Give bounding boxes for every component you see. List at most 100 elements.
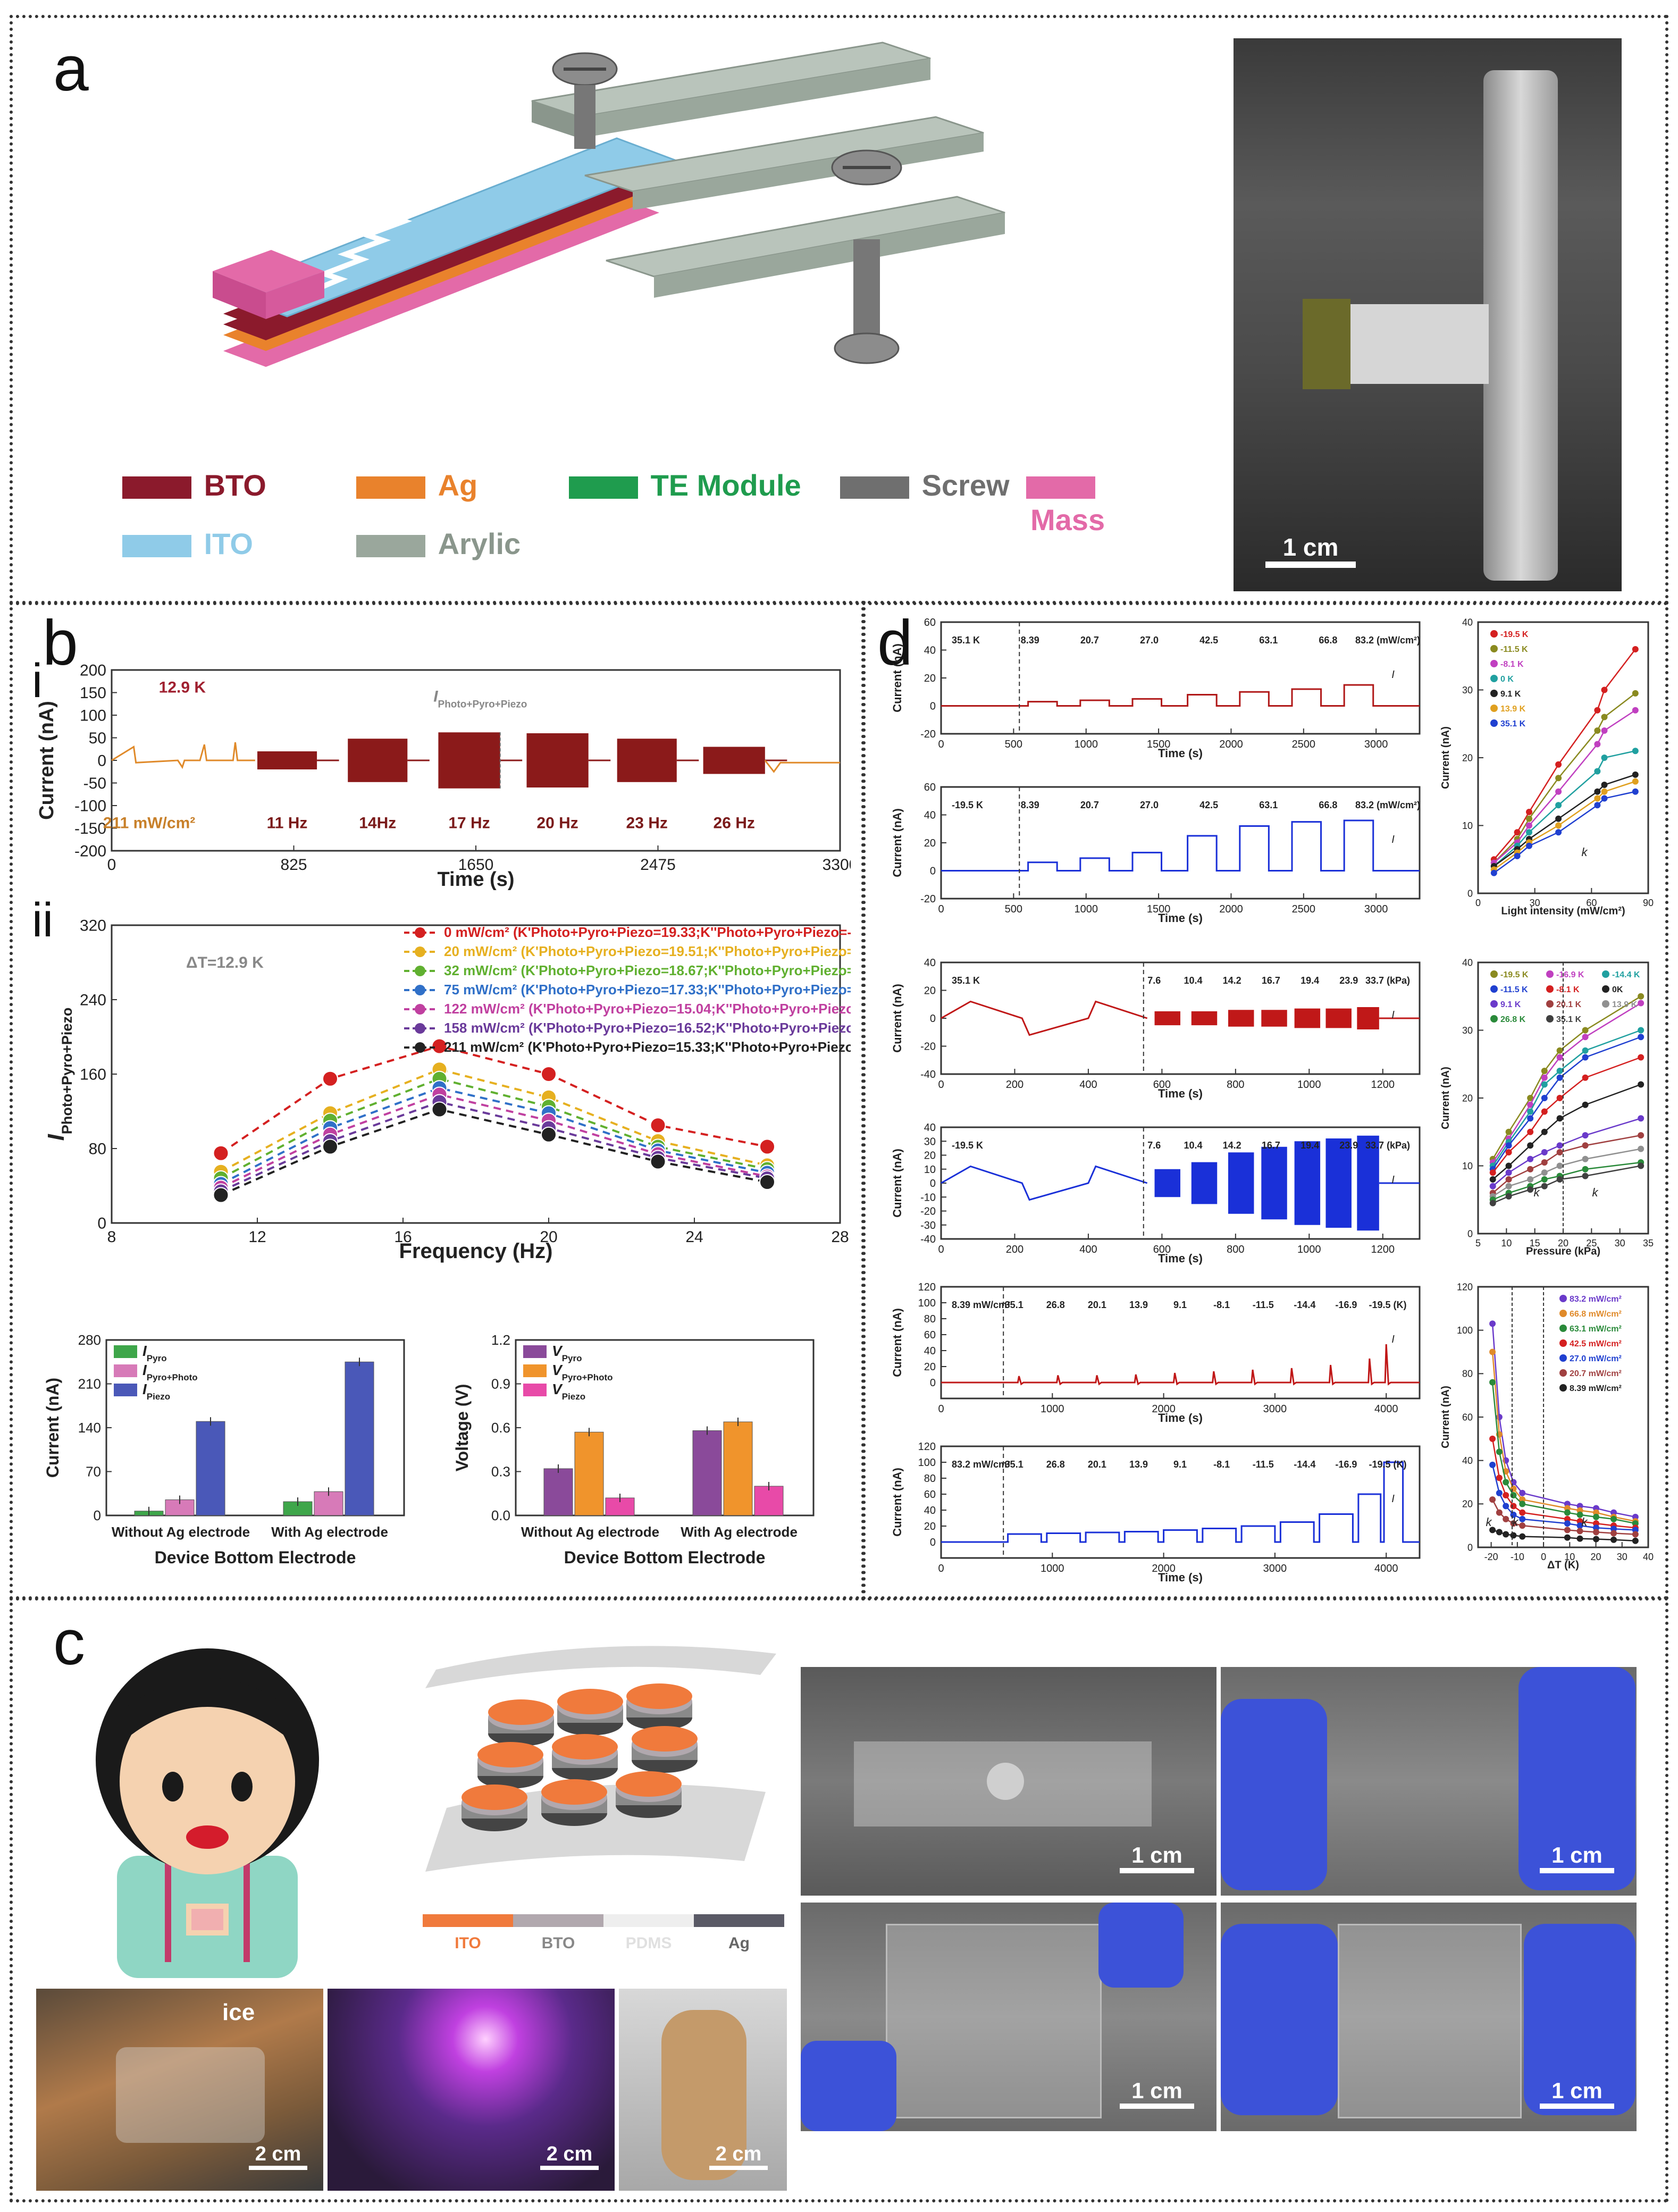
y-tick-label: 0 — [930, 1178, 936, 1189]
y-tick-label: 20 — [924, 837, 936, 849]
y-tick-label: 40 — [924, 957, 936, 969]
data-point — [541, 1126, 557, 1143]
data-point — [1638, 1115, 1645, 1122]
frequency-annotation: 20 Hz — [536, 815, 578, 832]
data-point — [1526, 842, 1532, 849]
y-axis-label: Current (nA) — [891, 1149, 904, 1218]
data-point — [1556, 1074, 1563, 1081]
y-tick-label: 0.3 — [491, 1464, 510, 1480]
data-point — [1505, 1128, 1512, 1135]
data-point — [1555, 829, 1562, 836]
legend-entry: 211 mW/cm² (K'Photo+Pyro+Piezo=15.33;K''… — [444, 1039, 851, 1055]
chart-d-temp-blue: 0 1000 2000 3000 4000 0 20 40 60 80 100 120 Time (s)… — [891, 1441, 1421, 1584]
legend-entry: 13.9 K — [1500, 705, 1526, 714]
legend-entry: 27.0 mW/cm² — [1570, 1354, 1622, 1363]
marker-label: I — [1391, 1174, 1395, 1186]
y-axis-label: Current (nA) — [891, 1468, 904, 1537]
condition-label: -19.5 K — [952, 1140, 983, 1151]
data-point — [1489, 1527, 1496, 1534]
data-point — [1541, 1095, 1548, 1101]
legend-marker — [1490, 690, 1498, 697]
ice-label: ice — [222, 1999, 255, 2025]
x-axis-label: Device Bottom Electrode — [155, 1548, 356, 1567]
data-point — [1594, 795, 1601, 802]
data-point — [1526, 809, 1532, 815]
legend-entry: 158 mW/cm² (K'Photo+Pyro+Piezo=16.52;K''… — [444, 1020, 851, 1036]
y-tick-label: 80 — [89, 1141, 106, 1158]
data-point — [1638, 1162, 1645, 1169]
y-tick-label: 60 — [924, 1329, 936, 1341]
x-axis-label: Frequency (Hz) — [399, 1239, 553, 1263]
x-tick-label: 4000 — [1374, 1403, 1398, 1415]
y-tick-label: 200 — [80, 662, 106, 680]
x-tick-label: 1200 — [1371, 1244, 1395, 1255]
panel-label-b-ii: ii — [32, 894, 53, 947]
x-tick-label: 10 — [1501, 1238, 1512, 1249]
x-tick-label: 1500 — [1147, 903, 1171, 915]
data-point — [1489, 1320, 1496, 1327]
y-tick-label: 50 — [89, 730, 106, 747]
data-point — [1496, 1448, 1503, 1455]
oscillation-burst — [1357, 1007, 1379, 1029]
x-axis-label: Time (s) — [437, 868, 514, 891]
x-tick-label: 2000 — [1219, 903, 1243, 915]
oscillation-burst — [1261, 1146, 1287, 1220]
data-point — [1601, 782, 1608, 788]
scale-bar-c-p4: 1 cm — [1540, 2078, 1614, 2112]
layer-legend-ag: Ag — [694, 1914, 784, 1953]
legend-entry: 63.1 mW/cm² — [1570, 1325, 1622, 1334]
y-tick-label: 20 — [924, 673, 936, 684]
y-tick-label: 10 — [924, 1164, 936, 1176]
data-point — [1556, 1054, 1563, 1061]
legend-entry: 20.7 mW/cm² — [1570, 1369, 1622, 1378]
data-point — [1541, 1068, 1548, 1074]
slope-label: k — [1582, 845, 1588, 859]
data-point — [1556, 1142, 1563, 1149]
legend-marker — [1546, 1015, 1554, 1023]
delta-t-annotation: ΔT=12.9 K — [186, 954, 264, 971]
step-label: 9.1 — [1173, 1459, 1187, 1470]
x-tick-label: 2000 — [1219, 739, 1243, 750]
y-tick-label: -20 — [920, 1041, 936, 1053]
bar — [165, 1499, 195, 1516]
x-tick-label: 800 — [1227, 1079, 1244, 1091]
step-label: 10.4 — [1184, 975, 1202, 986]
panel-label-b: b — [43, 607, 78, 678]
step-label: 14.2 — [1223, 1140, 1241, 1151]
y-tick-label: 40 — [1462, 617, 1473, 627]
y-tick-label: 80 — [1462, 1369, 1473, 1379]
step-label: 66.8 — [1319, 800, 1337, 810]
data-point — [1556, 1176, 1563, 1183]
marker-label: I — [1391, 669, 1395, 681]
y-tick-label: 120 — [918, 1281, 936, 1293]
data-point — [1555, 822, 1562, 829]
legend-entry: -11.5 K — [1500, 645, 1528, 654]
data-point — [1582, 1054, 1589, 1061]
x-tick-label: 3000 — [1364, 739, 1388, 750]
current-trace — [941, 1461, 1420, 1543]
y-axis-label: Current (nA) — [1440, 726, 1452, 789]
y-tick-label: 120 — [918, 1441, 936, 1453]
layer-legend-pdms: PDMS — [603, 1914, 694, 1953]
data-point — [1541, 1169, 1548, 1176]
step-label: 66.8 — [1319, 635, 1337, 646]
disc-ito — [541, 1779, 607, 1805]
data-point — [1576, 1511, 1583, 1518]
data-point — [1594, 802, 1601, 809]
data-point — [322, 1070, 338, 1087]
fit-line — [1492, 1529, 1635, 1541]
y-tick-label: -100 — [74, 798, 106, 815]
data-point — [1503, 1492, 1509, 1498]
legend-item-arylic: Arylic — [356, 526, 521, 561]
legend-marker — [1490, 985, 1498, 993]
x-tick-label: 1000 — [1074, 903, 1098, 915]
data-point — [1632, 1537, 1639, 1544]
legend-swatch — [523, 1364, 547, 1377]
x-tick-label: 28 — [831, 1228, 849, 1246]
data-point — [1555, 815, 1562, 822]
legend-swatch — [523, 1345, 547, 1358]
x-tick-label: 3000 — [1364, 903, 1388, 915]
category-label: Without Ag electrode — [521, 1524, 659, 1540]
legend-entry: VPiezo — [552, 1381, 585, 1402]
chart-b-i: 0 825 1650 2475 3300 -200 -150 -100 -50 0 50 100 150… — [36, 662, 851, 891]
